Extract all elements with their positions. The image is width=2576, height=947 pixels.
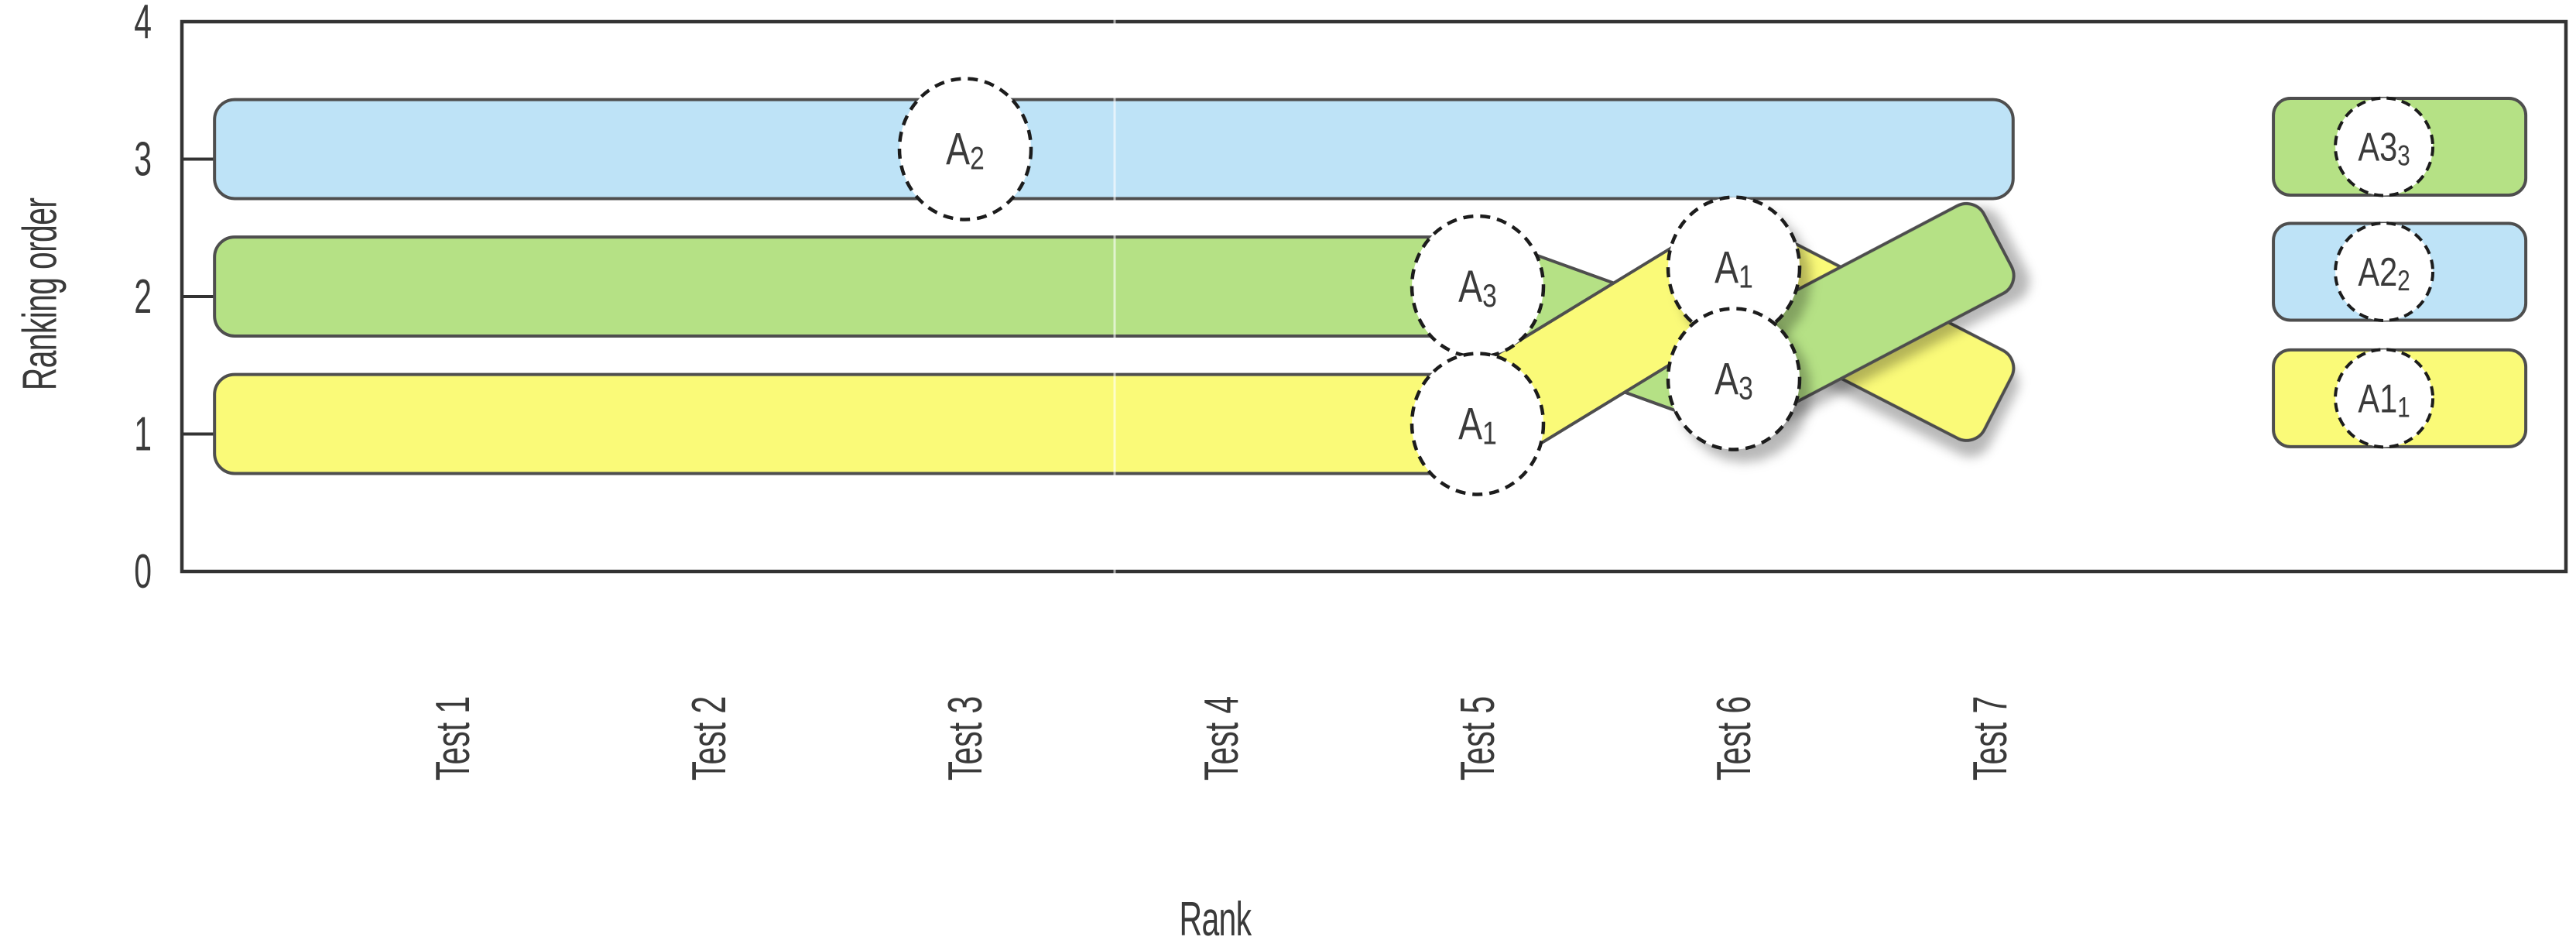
ribbon-a3-horizontal [213,235,1526,338]
x-tick-label-3: Test 3 [939,696,993,781]
x-tick-label-2: Test 2 [683,696,737,781]
marker-circle-a3 [1666,307,1802,451]
marker-label-a2: A2 [946,125,985,177]
final-ranking-panel: A33 A22 A11 [2272,96,2528,449]
marker-circle-a2 [897,77,1033,221]
y-tick-label-4: 4 [134,0,152,49]
plot-frame-group [180,19,2568,574]
y-axis-title-text: Ranking order [13,197,67,391]
y-tick-label-2: 2 [134,270,152,324]
x-tick-label-4: Test 4 [1195,696,1249,781]
marker-a1-test5: A1 [1410,352,1546,496]
marker-a1-test6: A1 [1666,195,1802,340]
marker-circle-a1 [1410,352,1546,496]
x-tick-label-6: Test 6 [1708,696,1762,781]
marker-a3-test5: A3 [1410,214,1546,359]
x-tick-label-5: Test 5 [1451,696,1506,781]
marker-label-a3: A3 [1714,355,1753,407]
x-axis-title-text: Rank [1179,893,1252,946]
marker-a3-test6: A3 [1666,307,1802,451]
final-rank-label-a2: A22 [2358,249,2410,297]
marker-label-a3: A3 [1458,262,1497,314]
final-rank-circle-a3 [2334,96,2435,197]
final-rank-label-a1: A11 [2358,376,2410,424]
y-axis-title: Ranking order [13,149,68,440]
final-rank-item-a1: A11 [2272,348,2528,449]
y-tick-label-1: 1 [134,407,152,461]
final-rank-item-a3: A33 [2272,96,2528,197]
ribbon-a1-horizontal [213,372,1518,475]
final-rank-item-a2: A22 [2272,221,2528,323]
marker-label-a1: A1 [1458,400,1497,452]
final-rank-label-a3: A33 [2358,124,2410,172]
axis-label-group: 0 1 2 3 4 Test 1 Test 2 Test 3 Test 4 Test 5 Test … [134,0,2017,781]
x-tick-label-7: Test 7 [1964,696,2018,781]
x-tick-label-1: Test 1 [426,696,481,781]
final-rank-circle-a1 [2334,348,2435,449]
marker-label-a1: A1 [1714,243,1753,296]
marker-group: A2 A3 A1 A1 A3 [897,77,1802,496]
y-tick-label-0: 0 [134,545,152,599]
y-tick-label-3: 3 [134,132,152,187]
marker-a2-test3: A2 [897,77,1033,221]
final-rank-circle-a2 [2334,221,2435,323]
x-axis-title: Rank [1161,892,1270,947]
